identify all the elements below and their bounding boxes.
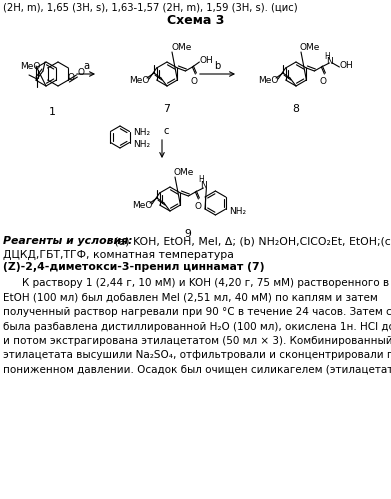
Text: Схема 3: Схема 3 xyxy=(167,14,224,27)
Text: b: b xyxy=(214,61,221,71)
Text: MeO: MeO xyxy=(132,201,152,210)
Text: EtOH (100 мл) был добавлен MeI (2,51 мл, 40 мМ) по каплям и затем: EtOH (100 мл) был добавлен MeI (2,51 мл,… xyxy=(3,292,378,302)
Text: MeO: MeO xyxy=(20,61,40,70)
Text: NH₂: NH₂ xyxy=(230,207,246,216)
Text: 8: 8 xyxy=(292,104,300,114)
Text: полученный раствор нагревали при 90 °C в течение 24 часов. Затем смесь: полученный раствор нагревали при 90 °C в… xyxy=(3,307,391,317)
Text: 9: 9 xyxy=(185,229,192,239)
Text: O: O xyxy=(68,72,75,81)
Text: H: H xyxy=(199,175,204,184)
Text: O: O xyxy=(320,77,327,86)
Text: Реагенты и условия:: Реагенты и условия: xyxy=(3,236,133,246)
Text: OH: OH xyxy=(339,60,353,69)
Text: OMe: OMe xyxy=(171,42,191,51)
Text: была разбавлена дистиллированной H₂O (100 мл), окислена 1н. HCl до pH 3-4: была разбавлена дистиллированной H₂O (10… xyxy=(3,321,391,331)
Text: К раствору 1 (2,44 г, 10 мМ) и KOH (4,20 г, 75 мМ) растворенного в: К раствору 1 (2,44 г, 10 мМ) и KOH (4,20… xyxy=(22,278,389,288)
Text: a: a xyxy=(83,61,89,71)
Text: NH₂: NH₂ xyxy=(133,128,150,137)
Text: O: O xyxy=(191,77,198,86)
Text: и потом экстрагирована этилацетатом (50 мл × 3). Комбинированный слой: и потом экстрагирована этилацетатом (50 … xyxy=(3,336,391,346)
Text: OMe: OMe xyxy=(174,168,194,177)
Text: N: N xyxy=(200,181,207,190)
Text: 1: 1 xyxy=(48,107,56,117)
Text: N: N xyxy=(326,56,333,65)
Text: c: c xyxy=(164,126,170,136)
Text: NH₂: NH₂ xyxy=(133,140,150,149)
Text: ДЦКД,ГБТ,ТГФ, комнатная температура: ДЦКД,ГБТ,ТГФ, комнатная температура xyxy=(3,250,234,260)
Text: OH: OH xyxy=(199,55,213,64)
Text: OMe: OMe xyxy=(300,42,320,51)
Text: O: O xyxy=(77,67,84,76)
Text: O: O xyxy=(195,202,202,211)
Text: (2H, m), 1,65 (3H, s), 1,63-1,57 (2H, m), 1,59 (3H, s). (цис): (2H, m), 1,65 (3H, s), 1,63-1,57 (2H, m)… xyxy=(3,2,298,12)
Text: MeO: MeO xyxy=(258,75,278,84)
Text: (Z)-2,4-диметокси-3-пренил циннамат (7): (Z)-2,4-диметокси-3-пренил циннамат (7) xyxy=(3,262,264,272)
Text: этилацетата высушили Na₂SO₄, отфильтровали и сконцентрировали при: этилацетата высушили Na₂SO₄, отфильтрова… xyxy=(3,350,391,360)
Text: 7: 7 xyxy=(163,104,170,114)
Text: пониженном давлении. Осадок был очищен силикагелем (этилацетат:: пониженном давлении. Осадок был очищен с… xyxy=(3,365,391,375)
Text: H: H xyxy=(325,51,330,60)
Text: MeO: MeO xyxy=(129,75,149,84)
Text: (a) KOH, EtOH, MeI, Δ; (b) NH₂OH,ClCO₂Et, EtOH;(c): (a) KOH, EtOH, MeI, Δ; (b) NH₂OH,ClCO₂Et… xyxy=(111,236,391,246)
